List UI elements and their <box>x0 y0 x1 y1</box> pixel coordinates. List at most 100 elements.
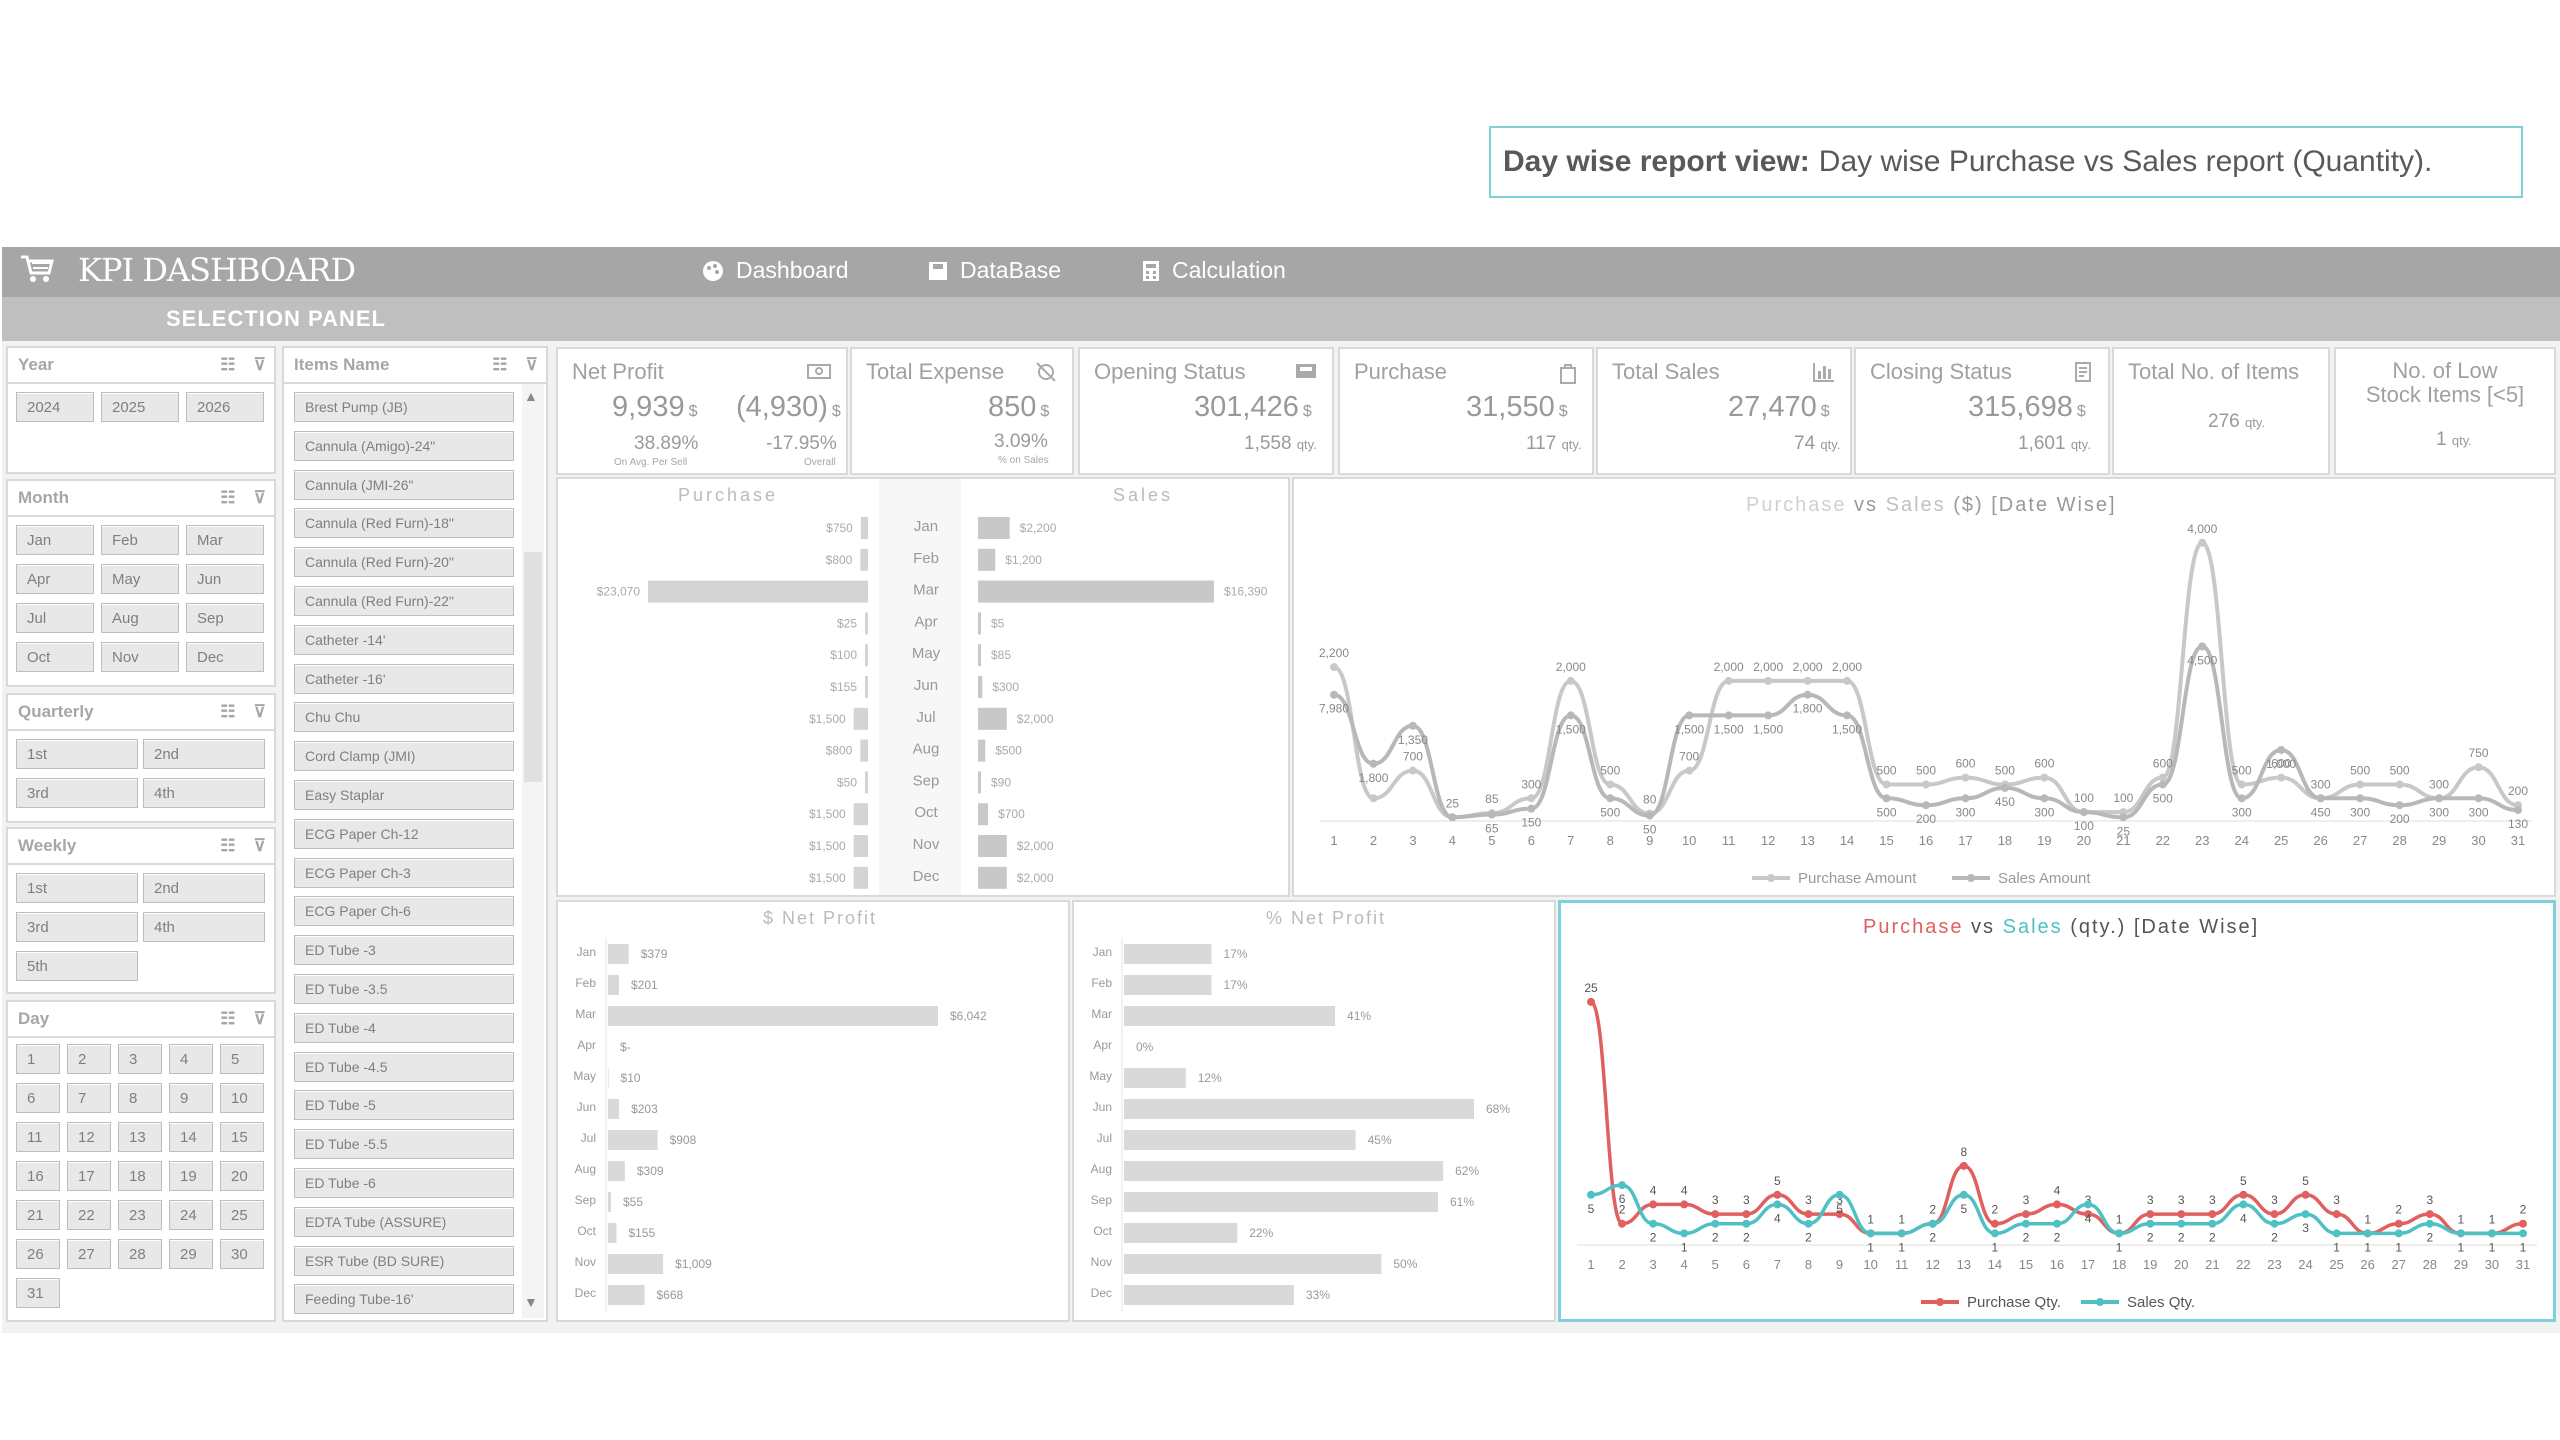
multi-select-icon[interactable]: ☷ <box>220 355 236 374</box>
day-button-24[interactable]: 24 <box>169 1200 213 1230</box>
day-button-29[interactable]: 29 <box>169 1239 213 1269</box>
day-button-9[interactable]: 9 <box>169 1083 213 1113</box>
week-button-2nd[interactable]: 2nd <box>143 873 265 903</box>
nav-calculation[interactable]: Calculation <box>1142 257 1286 284</box>
month-button-dec[interactable]: Dec <box>186 642 264 672</box>
day-button-2[interactable]: 2 <box>67 1044 111 1074</box>
quarter-button-4th[interactable]: 4th <box>143 778 265 808</box>
multi-select-icon[interactable]: ☷ <box>220 488 236 507</box>
item-button[interactable]: Brest Pump (JB) <box>294 392 514 422</box>
month-button-aug[interactable]: Aug <box>101 603 179 633</box>
day-button-15[interactable]: 15 <box>220 1122 264 1152</box>
day-button-1[interactable]: 1 <box>16 1044 60 1074</box>
month-button-jan[interactable]: Jan <box>16 525 94 555</box>
multi-select-icon[interactable]: ☷ <box>492 355 508 374</box>
quarter-button-3rd[interactable]: 3rd <box>16 778 138 808</box>
day-button-31[interactable]: 31 <box>16 1278 60 1308</box>
clear-filter-icon[interactable]: ⊽ <box>253 702 266 721</box>
items-scrollbar[interactable]: ▲ ▼ <box>522 384 544 1318</box>
day-button-10[interactable]: 10 <box>220 1083 264 1113</box>
scroll-thumb[interactable] <box>524 552 542 782</box>
clear-filter-icon[interactable]: ⊽ <box>525 355 538 374</box>
clear-filter-icon[interactable]: ⊽ <box>253 355 266 374</box>
item-button[interactable]: Catheter -16' <box>294 663 514 694</box>
day-button-21[interactable]: 21 <box>16 1200 60 1230</box>
item-button[interactable]: EDTA Tube (ASSURE) <box>294 1206 514 1237</box>
item-button[interactable]: Cannula (JMI-26" <box>294 469 514 500</box>
month-button-jul[interactable]: Jul <box>16 603 94 633</box>
item-button[interactable]: Cannula (Red Furn)-18" <box>294 508 514 539</box>
year-button-2025[interactable]: 2025 <box>101 392 179 422</box>
item-button[interactable]: Chu Chu <box>294 702 514 733</box>
scroll-up-icon[interactable]: ▲ <box>524 388 538 404</box>
month-button-apr[interactable]: Apr <box>16 564 94 594</box>
day-button-11[interactable]: 11 <box>16 1122 60 1152</box>
day-button-30[interactable]: 30 <box>220 1239 264 1269</box>
item-button[interactable]: ED Tube -5.5 <box>294 1129 514 1160</box>
item-button[interactable]: Easy Staplar <box>294 780 514 810</box>
item-button[interactable]: ED Tube -3 <box>294 935 514 966</box>
scroll-down-icon[interactable]: ▼ <box>524 1294 538 1310</box>
month-button-sep[interactable]: Sep <box>186 603 264 633</box>
multi-select-icon[interactable]: ☷ <box>220 1009 236 1028</box>
day-button-27[interactable]: 27 <box>67 1239 111 1269</box>
day-button-18[interactable]: 18 <box>118 1161 162 1191</box>
multi-select-icon[interactable]: ☷ <box>220 836 236 855</box>
item-button[interactable]: ECG Paper Ch-6 <box>294 896 514 927</box>
item-button[interactable]: Cannula (Red Furn)-22" <box>294 586 514 616</box>
month-button-jun[interactable]: Jun <box>186 564 264 594</box>
year-button-2026[interactable]: 2026 <box>186 392 264 422</box>
week-button-5th[interactable]: 5th <box>16 951 138 981</box>
day-button-4[interactable]: 4 <box>169 1044 213 1074</box>
day-button-25[interactable]: 25 <box>220 1200 264 1230</box>
day-button-17[interactable]: 17 <box>67 1161 111 1191</box>
day-button-3[interactable]: 3 <box>118 1044 162 1074</box>
nav-dashboard[interactable]: Dashboard <box>702 257 849 284</box>
item-button[interactable]: Cannula (Red Furn)-20" <box>294 547 514 578</box>
clear-filter-icon[interactable]: ⊽ <box>253 488 266 507</box>
week-button-1st[interactable]: 1st <box>16 873 138 903</box>
day-button-6[interactable]: 6 <box>16 1083 60 1113</box>
day-button-26[interactable]: 26 <box>16 1239 60 1269</box>
item-button[interactable]: ESR Tube (BD SURE) <box>294 1245 514 1276</box>
multi-select-icon[interactable]: ☷ <box>220 702 236 721</box>
item-button[interactable]: ED Tube -4.5 <box>294 1051 514 1082</box>
day-button-22[interactable]: 22 <box>67 1200 111 1230</box>
day-button-5[interactable]: 5 <box>220 1044 264 1074</box>
month-button-nov[interactable]: Nov <box>101 642 179 672</box>
day-button-28[interactable]: 28 <box>118 1239 162 1269</box>
month-button-feb[interactable]: Feb <box>101 525 179 555</box>
point-label: 50 <box>1643 823 1657 837</box>
month-button-may[interactable]: May <box>101 564 179 594</box>
item-button[interactable]: ECG Paper Ch-12 <box>294 818 514 849</box>
year-button-2024[interactable]: 2024 <box>16 392 94 422</box>
month-button-mar[interactable]: Mar <box>186 525 264 555</box>
day-button-14[interactable]: 14 <box>169 1122 213 1152</box>
item-button[interactable]: ECG Paper Ch-3 <box>294 857 514 888</box>
month-button-oct[interactable]: Oct <box>16 642 94 672</box>
item-button[interactable]: ED Tube -4 <box>294 1012 514 1043</box>
quarter-button-2nd[interactable]: 2nd <box>143 739 265 769</box>
day-button-12[interactable]: 12 <box>67 1122 111 1152</box>
item-button[interactable]: Cannula (Amigo)-24" <box>294 430 514 461</box>
week-button-3rd[interactable]: 3rd <box>16 912 138 942</box>
clear-filter-icon[interactable]: ⊽ <box>253 836 266 855</box>
week-button-4th[interactable]: 4th <box>143 912 265 942</box>
nav-database[interactable]: DataBase <box>928 257 1061 284</box>
day-button-23[interactable]: 23 <box>118 1200 162 1230</box>
day-button-7[interactable]: 7 <box>67 1083 111 1113</box>
day-button-13[interactable]: 13 <box>118 1122 162 1152</box>
clear-filter-icon[interactable]: ⊽ <box>253 1009 266 1028</box>
item-button[interactable]: Cord Clamp (JMI) <box>294 741 514 772</box>
day-button-8[interactable]: 8 <box>118 1083 162 1113</box>
day-button-20[interactable]: 20 <box>220 1161 264 1191</box>
item-button[interactable]: ED Tube -5 <box>294 1090 514 1121</box>
item-button[interactable]: Catheter -14' <box>294 624 514 655</box>
day-button-16[interactable]: 16 <box>16 1161 60 1191</box>
item-button[interactable]: Feeding Tube-16' <box>294 1284 514 1315</box>
quarter-button-1st[interactable]: 1st <box>16 739 138 769</box>
item-button[interactable]: ED Tube -6 <box>294 1168 514 1198</box>
item-button[interactable]: ED Tube -3.5 <box>294 974 514 1004</box>
day-button-19[interactable]: 19 <box>169 1161 213 1191</box>
sales-bar <box>978 803 989 826</box>
